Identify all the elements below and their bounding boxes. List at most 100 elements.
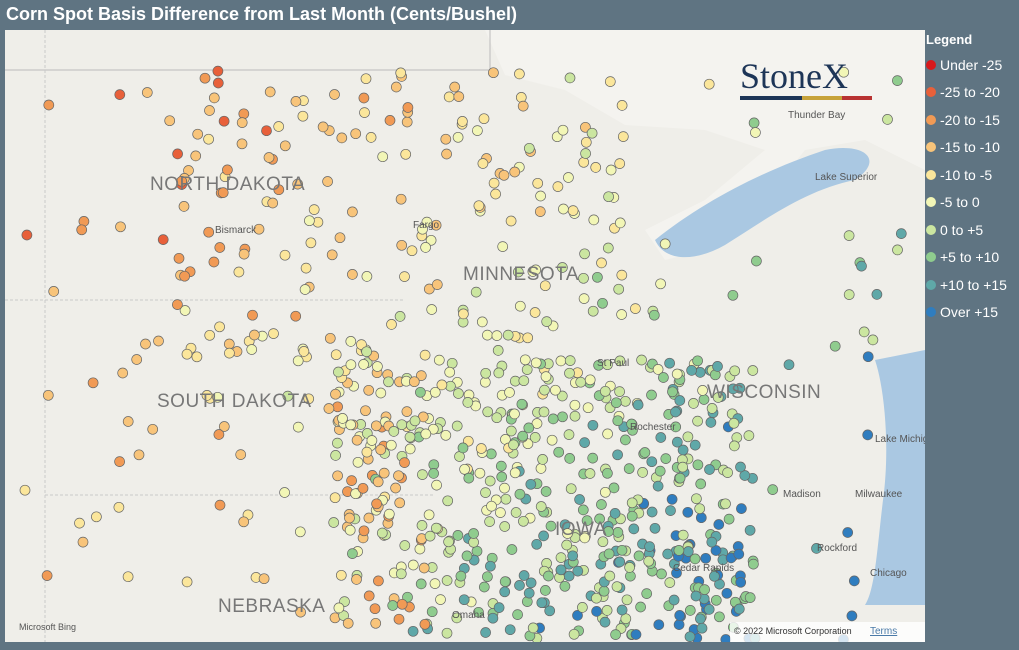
location-dot[interactable] — [360, 73, 372, 85]
location-dot[interactable] — [694, 503, 706, 515]
location-dot[interactable] — [509, 166, 521, 178]
location-dot[interactable] — [655, 278, 666, 290]
location-dot[interactable] — [386, 319, 397, 330]
location-dot[interactable] — [480, 627, 491, 638]
location-dot[interactable] — [546, 434, 558, 446]
location-dot[interactable] — [535, 501, 547, 512]
location-dot[interactable] — [632, 399, 644, 411]
location-dot[interactable] — [557, 411, 568, 423]
location-dot[interactable] — [394, 497, 406, 509]
location-dot[interactable] — [706, 403, 718, 414]
location-dot[interactable] — [671, 567, 682, 579]
location-dot[interactable] — [616, 309, 627, 320]
location-dot[interactable] — [558, 203, 569, 215]
location-dot[interactable] — [395, 67, 407, 79]
location-dot[interactable] — [115, 221, 126, 233]
location-dot[interactable] — [690, 590, 702, 602]
location-dot[interactable] — [292, 421, 304, 433]
location-dot[interactable] — [478, 581, 490, 593]
location-dot[interactable] — [442, 495, 454, 507]
location-dot[interactable] — [848, 575, 860, 587]
location-dot[interactable] — [358, 92, 370, 104]
location-dot[interactable] — [584, 374, 596, 386]
location-dot[interactable] — [423, 509, 435, 521]
location-dot[interactable] — [298, 346, 310, 357]
location-dot[interactable] — [637, 467, 648, 478]
location-dot[interactable] — [557, 262, 568, 273]
location-dot[interactable] — [744, 524, 756, 536]
location-dot[interactable] — [334, 232, 346, 244]
location-dot[interactable] — [579, 248, 590, 260]
location-dot[interactable] — [540, 585, 551, 596]
location-dot[interactable] — [579, 532, 591, 544]
location-dot[interactable] — [361, 271, 373, 282]
location-dot[interactable] — [537, 454, 548, 465]
location-dot[interactable] — [577, 504, 589, 516]
location-dot[interactable] — [674, 395, 686, 406]
location-dot[interactable] — [436, 379, 448, 391]
location-dot[interactable] — [626, 418, 637, 430]
location-dot[interactable] — [727, 383, 739, 395]
location-dot[interactable] — [406, 245, 418, 257]
location-dot[interactable] — [352, 456, 364, 468]
location-dot[interactable] — [572, 565, 584, 577]
location-dot[interactable] — [626, 510, 638, 522]
location-dot[interactable] — [351, 574, 362, 585]
location-dot[interactable] — [480, 367, 492, 379]
location-dot[interactable] — [114, 456, 125, 467]
location-dot[interactable] — [370, 617, 382, 629]
location-dot[interactable] — [519, 354, 531, 366]
location-dot[interactable] — [268, 328, 279, 339]
location-dot[interactable] — [654, 465, 666, 477]
location-dot[interactable] — [458, 308, 469, 320]
location-dot[interactable] — [682, 506, 694, 518]
location-dot[interactable] — [191, 351, 203, 363]
location-dot[interactable] — [462, 397, 474, 408]
location-dot[interactable] — [684, 631, 696, 642]
location-dot[interactable] — [563, 172, 574, 183]
location-dot[interactable] — [457, 442, 469, 454]
location-dot[interactable] — [486, 500, 497, 512]
location-dot[interactable] — [346, 475, 357, 486]
location-dot[interactable] — [357, 482, 369, 494]
location-dot[interactable] — [728, 417, 740, 429]
location-dot[interactable] — [498, 169, 510, 181]
location-dot[interactable] — [363, 590, 375, 602]
location-dot[interactable] — [190, 150, 202, 162]
location-dot[interactable] — [140, 338, 151, 350]
location-dot[interactable] — [703, 78, 715, 90]
location-dot[interactable] — [322, 176, 333, 187]
location-dot[interactable] — [396, 239, 408, 251]
location-dot[interactable] — [360, 405, 371, 417]
location-dot[interactable] — [599, 385, 611, 397]
location-dot[interactable] — [479, 376, 491, 388]
location-dot[interactable] — [383, 508, 395, 520]
location-dot[interactable] — [584, 468, 596, 479]
location-dot[interactable] — [74, 517, 85, 529]
location-dot[interactable] — [646, 506, 658, 518]
location-dot[interactable] — [547, 413, 559, 425]
location-dot[interactable] — [523, 142, 535, 154]
location-dot[interactable] — [303, 393, 315, 405]
location-dot[interactable] — [235, 449, 247, 460]
location-dot[interactable] — [514, 300, 526, 312]
location-dot[interactable] — [497, 241, 509, 252]
location-dot[interactable] — [496, 471, 508, 483]
location-dot[interactable] — [705, 417, 717, 428]
location-dot[interactable] — [402, 102, 414, 113]
location-dot[interactable] — [540, 486, 552, 497]
location-dot[interactable] — [565, 483, 577, 495]
location-dot[interactable] — [153, 335, 164, 347]
location-dot[interactable] — [172, 299, 183, 310]
location-dot[interactable] — [199, 72, 211, 84]
location-dot[interactable] — [605, 164, 617, 176]
location-dot[interactable] — [559, 580, 571, 592]
location-dot[interactable] — [747, 365, 759, 376]
location-dot[interactable] — [297, 110, 309, 122]
location-dot[interactable] — [294, 526, 306, 538]
location-dot[interactable] — [721, 587, 733, 599]
location-dot[interactable] — [418, 562, 430, 574]
location-dot[interactable] — [408, 376, 420, 388]
location-dot[interactable] — [384, 115, 396, 126]
location-dot[interactable] — [208, 92, 220, 104]
